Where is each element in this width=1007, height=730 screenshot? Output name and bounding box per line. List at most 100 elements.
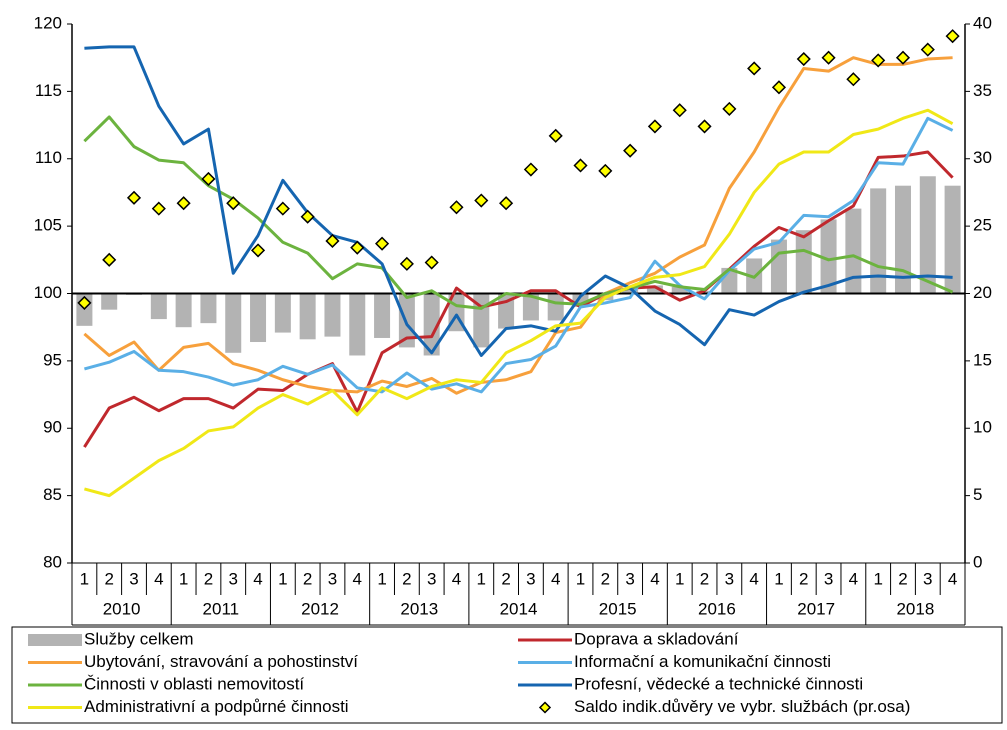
legend-box — [11, 626, 1003, 724]
x-tick-label: 1 — [377, 569, 386, 588]
x-tick-label: 4 — [452, 569, 461, 588]
marker — [449, 200, 464, 215]
x-tick-label: 2 — [898, 569, 907, 588]
x-tick-label: 3 — [229, 569, 238, 588]
bar — [646, 285, 663, 294]
marker — [350, 240, 365, 255]
marker — [375, 236, 390, 251]
x-tick-label: 2 — [402, 569, 411, 588]
bar — [200, 293, 217, 324]
y-tick-label: 115 — [35, 81, 62, 100]
x-tick-label: 4 — [849, 569, 858, 588]
x-tick-label: 4 — [154, 569, 163, 588]
marker — [250, 243, 266, 258]
year-label: 2018 — [896, 599, 934, 618]
x-tick-label: 2 — [601, 569, 610, 588]
bar — [101, 293, 118, 310]
y2-tick-label: 40 — [973, 13, 992, 32]
legend-label: Služby celkem — [84, 629, 194, 648]
marker — [747, 61, 762, 76]
year-label: 2015 — [599, 599, 637, 618]
line — [83, 56, 953, 395]
x-tick-label: 2 — [104, 569, 113, 588]
marker — [102, 252, 117, 267]
legend-label: Doprava a skladování — [574, 629, 739, 648]
y2-tick-label: 25 — [973, 216, 992, 235]
marker — [895, 50, 911, 65]
x-tick-label: 1 — [179, 569, 188, 588]
x-tick-label: 1 — [774, 569, 783, 588]
bar — [398, 293, 415, 348]
x-tick-label: 2 — [799, 569, 808, 588]
bar — [423, 293, 440, 356]
legend-label: Ubytování, stravování a pohostinství — [84, 652, 358, 671]
bar — [622, 289, 639, 294]
bar — [919, 176, 936, 294]
bar — [175, 293, 192, 328]
line — [84, 116, 954, 394]
bar — [349, 293, 366, 356]
bar — [795, 230, 812, 294]
x-tick-label: 4 — [650, 569, 659, 588]
y2-tick-label: 20 — [973, 283, 992, 302]
bar — [274, 293, 291, 333]
legend-swatch — [538, 701, 552, 714]
bar — [671, 286, 688, 294]
y-tick-label: 110 — [35, 148, 62, 167]
marker — [821, 50, 836, 65]
bar — [894, 185, 911, 294]
y-tick-label: 95 — [43, 350, 62, 369]
marker — [424, 255, 439, 270]
marker — [77, 295, 92, 310]
year-label: 2012 — [301, 599, 339, 618]
marker — [920, 42, 935, 57]
x-tick-label: 3 — [526, 569, 535, 588]
marker — [300, 209, 315, 224]
marker — [176, 196, 191, 211]
marker — [771, 80, 787, 95]
y-tick-label: 85 — [43, 485, 62, 504]
x-tick-label: 3 — [328, 569, 337, 588]
x-tick-label: 3 — [625, 569, 634, 588]
marker — [151, 201, 166, 216]
bar — [225, 293, 242, 353]
marker — [548, 128, 563, 143]
year-label: 2017 — [797, 599, 835, 618]
x-tick-label: 2 — [303, 569, 312, 588]
y-tick-label: 100 — [34, 283, 62, 302]
year-label: 2010 — [103, 599, 141, 618]
bar — [820, 219, 837, 294]
x-tick-label: 4 — [749, 569, 758, 588]
legend-label: Profesní, vědecké a technické činnosti — [574, 674, 863, 693]
x-tick-label: 1 — [80, 569, 89, 588]
bar — [324, 293, 341, 337]
marker — [722, 101, 737, 116]
marker — [325, 233, 340, 249]
marker — [573, 158, 588, 173]
marker — [275, 201, 290, 216]
marker — [126, 190, 142, 205]
marker — [499, 196, 514, 211]
bar — [944, 185, 961, 294]
marker — [201, 171, 216, 187]
line — [84, 108, 954, 498]
marker — [945, 29, 960, 44]
bar — [845, 208, 862, 294]
y2-tick-label: 10 — [973, 418, 992, 437]
x-tick-label: 4 — [253, 569, 262, 588]
y-tick-label: 105 — [34, 216, 62, 235]
x-tick-label: 1 — [477, 569, 486, 588]
x-tick-label: 3 — [129, 569, 138, 588]
legend-label: Informační a komunikační činnosti — [574, 652, 831, 671]
bar — [250, 293, 267, 343]
marker — [523, 162, 538, 177]
marker — [846, 72, 861, 87]
x-tick-label: 1 — [278, 569, 287, 588]
y2-tick-label: 0 — [973, 552, 982, 571]
bar — [150, 293, 167, 320]
x-tick-label: 3 — [923, 569, 932, 588]
legend-label: Saldo indik.důvěry ve vybr. službách (pr… — [574, 697, 910, 716]
x-tick-label: 1 — [675, 569, 684, 588]
y-tick-label: 80 — [43, 552, 62, 571]
x-tick-label: 2 — [204, 569, 213, 588]
